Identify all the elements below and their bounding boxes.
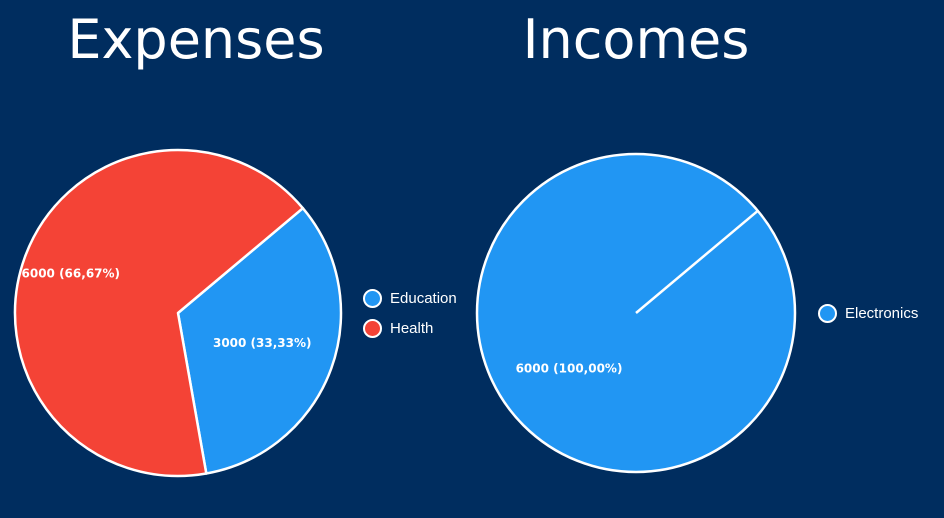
legend-item-electronics[interactable]: Electronics [818, 303, 918, 323]
legend-label-electronics: Electronics [845, 304, 919, 322]
legend-label-education: Education [390, 289, 457, 307]
slice-label-health: 6000 (66,67%) [22, 266, 121, 280]
slice-label-education: 3000 (33,33%) [213, 336, 312, 350]
incomes-chart-title: Incomes [522, 8, 750, 71]
expenses-legend: Education Health [363, 288, 457, 348]
legend-swatch-education [363, 288, 382, 308]
legend-item-education[interactable]: Education [363, 288, 457, 308]
slice-label-electronics: 6000 (100,00%) [516, 362, 623, 376]
incomes-legend: Electronics [818, 303, 918, 333]
pie-seam-line [635, 209, 759, 314]
legend-swatch-electronics [818, 303, 837, 323]
expenses-pie-chart: 3000 (33,33%) 6000 (66,67%) [13, 148, 343, 478]
pie-slice-education[interactable] [176, 206, 343, 475]
legend-item-health[interactable]: Health [363, 318, 457, 338]
expenses-chart-title: Expenses [67, 8, 325, 71]
legend-label-health: Health [390, 319, 434, 337]
legend-swatch-health [363, 318, 382, 338]
pie-slice-health[interactable] [13, 148, 305, 478]
incomes-pie-chart: 6000 (100,00%) [475, 152, 797, 474]
